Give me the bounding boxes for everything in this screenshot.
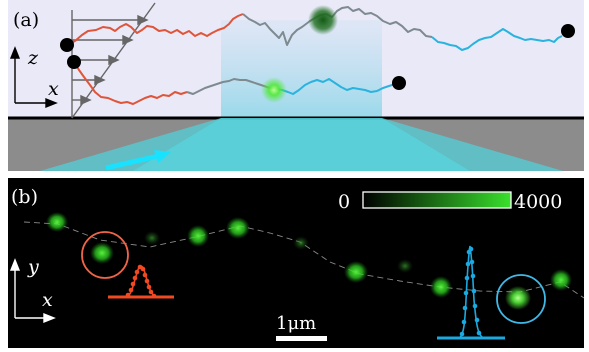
panel-a-label: (a) [13, 9, 39, 31]
fluorescent-spot [46, 212, 68, 232]
scale-bar: 1μm [276, 313, 327, 341]
dna-upper-red-segment [66, 13, 244, 46]
axes-panel-b [9, 258, 56, 324]
panel-b: 0 4000 1μm (b) y x [8, 178, 585, 348]
fluorescent-spot [90, 242, 114, 264]
fluorescent-spot [293, 236, 309, 250]
axis-x-label-a: x [48, 78, 59, 100]
axis-x-label-b: x [42, 289, 53, 311]
axis-y-label: y [27, 256, 39, 278]
dna-lower-tether-bead [67, 55, 81, 69]
fluorescent-spot [397, 259, 413, 273]
panel-a: (a) z x [8, 0, 584, 171]
profile-red-points [125, 264, 157, 299]
fluorescent-spot [550, 269, 572, 291]
panel-b-label: (b) [11, 186, 38, 208]
dna-lower-red-segment [73, 61, 188, 105]
excitation-beam-crossing [133, 118, 470, 171]
incident-beam-arrow [105, 150, 171, 171]
highlight-circle-blue [496, 274, 546, 324]
dna-upper-end-bead [561, 24, 575, 38]
colorbar-min-label: 0 [338, 191, 350, 213]
scale-bar-line [276, 336, 327, 341]
profile-blue-curve [458, 245, 485, 339]
colorbar-max-label: 4000 [514, 191, 562, 213]
dna-upper-tether-bead [60, 38, 74, 52]
fluorescent-spot [187, 225, 209, 247]
dna-lower-end-bead [392, 76, 406, 90]
dna-molecule-lower [67, 55, 406, 105]
illumination-column [221, 20, 382, 118]
fluorescent-spot-bright [261, 77, 287, 103]
dna-lower-gray-segment [186, 78, 277, 95]
intensity-profile-blue [437, 245, 505, 340]
dna-lower-blue-segment [275, 78, 396, 95]
axes-panel-a [9, 46, 58, 109]
profile-blue-points [459, 246, 482, 337]
fluorescent-spot [144, 231, 160, 245]
dna-molecule-upper [60, 5, 575, 52]
colorbar-gradient [362, 191, 512, 209]
fluorescent-spot-dim [308, 5, 338, 35]
colorbar: 0 4000 [338, 191, 562, 213]
panel-separator [0, 171, 589, 178]
intensity-profile-red [108, 264, 174, 299]
highlight-circle-red [81, 231, 129, 279]
fluorescent-spot [430, 276, 452, 298]
axis-z-label: z [27, 47, 39, 69]
fluorescent-spot [344, 261, 368, 283]
dna-upper-blue-segment [431, 28, 563, 51]
fluorescent-spot [226, 217, 250, 239]
scale-bar-label: 1μm [276, 313, 316, 334]
fluorescent-spot [505, 286, 531, 310]
